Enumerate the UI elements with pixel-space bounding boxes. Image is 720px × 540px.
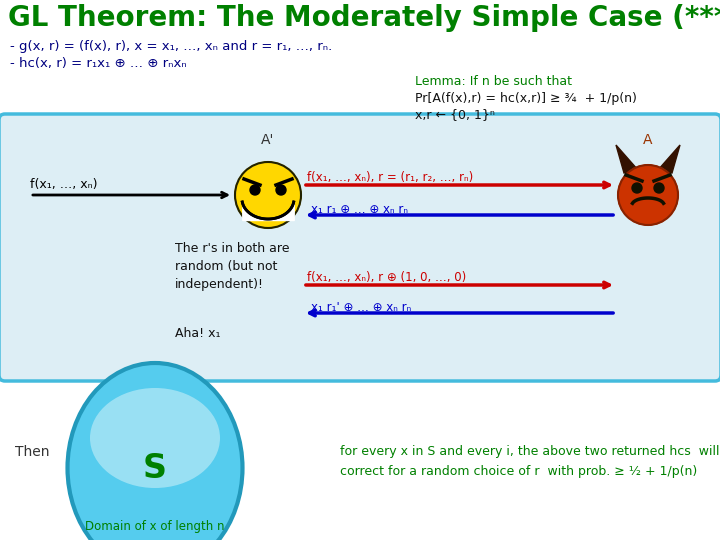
- Text: f(x₁, …, xₙ): f(x₁, …, xₙ): [30, 178, 97, 191]
- Text: S: S: [143, 451, 167, 484]
- Text: - g(x, r) = (f(x), r), x = x₁, …, xₙ and r = r₁, …, rₙ.: - g(x, r) = (f(x), r), x = x₁, …, xₙ and…: [10, 40, 332, 53]
- Text: GL Theorem: The Moderately Simple Case (***): GL Theorem: The Moderately Simple Case (…: [8, 4, 720, 32]
- Text: A': A': [261, 133, 275, 147]
- Text: x₁ r₁' ⊕ … ⊕ xₙ rₙ: x₁ r₁' ⊕ … ⊕ xₙ rₙ: [311, 301, 411, 314]
- Text: The r's in both are
random (but not
independent)!: The r's in both are random (but not inde…: [175, 242, 289, 291]
- Polygon shape: [616, 145, 638, 173]
- Text: Aha! x₁: Aha! x₁: [175, 327, 220, 340]
- Circle shape: [250, 185, 260, 195]
- Ellipse shape: [90, 388, 220, 488]
- Circle shape: [618, 165, 678, 225]
- Text: for every x in S and every i, the above two returned hcs  will be
correct for a : for every x in S and every i, the above …: [340, 445, 720, 478]
- Text: Lemma: If n be such that: Lemma: If n be such that: [415, 75, 572, 88]
- Text: Pr[A(f(x),r) = hc(x,r)] ≥ ¾  + 1/p(n): Pr[A(f(x),r) = hc(x,r)] ≥ ¾ + 1/p(n): [415, 92, 637, 105]
- Text: f(x₁, …, xₙ), r = (r₁, r₂, …, rₙ): f(x₁, …, xₙ), r = (r₁, r₂, …, rₙ): [307, 171, 473, 184]
- Text: Domain of x of length n: Domain of x of length n: [85, 520, 225, 533]
- Text: x₁ r₁ ⊕ … ⊕ xₙ rₙ: x₁ r₁ ⊕ … ⊕ xₙ rₙ: [311, 203, 408, 216]
- Ellipse shape: [68, 363, 243, 540]
- Text: x,r ← {0, 1}ⁿ: x,r ← {0, 1}ⁿ: [415, 108, 495, 121]
- Circle shape: [276, 185, 286, 195]
- Circle shape: [654, 183, 664, 193]
- Text: A: A: [643, 133, 653, 147]
- FancyBboxPatch shape: [0, 114, 720, 381]
- Circle shape: [632, 183, 642, 193]
- Polygon shape: [658, 145, 680, 173]
- Text: Then: Then: [15, 445, 50, 459]
- Circle shape: [235, 162, 301, 228]
- Text: f(x₁, …, xₙ), r ⊕ (1, 0, …, 0): f(x₁, …, xₙ), r ⊕ (1, 0, …, 0): [307, 271, 467, 284]
- Text: - hc(x, r) = r₁x₁ ⊕ … ⊕ rₙxₙ: - hc(x, r) = r₁x₁ ⊕ … ⊕ rₙxₙ: [10, 57, 186, 70]
